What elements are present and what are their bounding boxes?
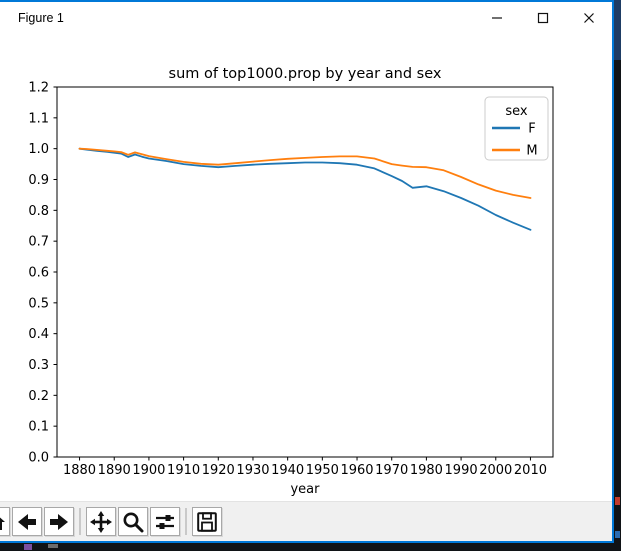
minimize-button[interactable]	[474, 2, 520, 34]
toolbar-forward-button[interactable]	[44, 507, 74, 536]
desktop-artifact	[615, 497, 620, 505]
y-tick-label: 0.4	[28, 327, 49, 342]
toolbar-back-button[interactable]	[12, 507, 42, 536]
y-tick-label: 1.0	[28, 142, 49, 157]
minimize-icon	[492, 17, 502, 19]
x-tick-label: 1900	[132, 463, 165, 478]
y-tick-label: 0.2	[28, 389, 49, 404]
home-icon	[0, 517, 5, 530]
desktop-artifact	[615, 531, 620, 538]
back-arrow-icon	[18, 513, 36, 530]
x-tick-label: 1990	[445, 463, 478, 478]
figure-window: Figure 1 sum of top1000.prop by year and…	[0, 0, 614, 543]
magnifier-icon	[123, 512, 144, 532]
close-icon	[584, 13, 594, 23]
toolbar-separator	[185, 508, 187, 535]
x-tick-label: 1950	[306, 463, 339, 478]
x-tick-label: 1960	[340, 463, 373, 478]
x-tick-label: 2010	[514, 463, 547, 478]
x-tick-label: 1920	[202, 463, 235, 478]
toolbar-pan-button[interactable]	[86, 507, 116, 536]
legend-title: sex	[505, 104, 528, 119]
floppy-disk-icon	[197, 511, 217, 532]
legend-label-M: M	[526, 144, 537, 159]
x-tick-label: 1930	[236, 463, 269, 478]
legend-label-F: F	[528, 122, 535, 137]
taskbar-artifact	[24, 544, 32, 550]
line-chart: sum of top1000.prop by year and sex year 1…	[28, 66, 554, 497]
y-tick-label: 0.7	[28, 235, 49, 250]
forward-arrow-icon	[50, 513, 68, 530]
y-tick-label: 0.9	[28, 173, 49, 188]
x-tick-label: 1880	[63, 463, 96, 478]
titlebar[interactable]: Figure 1	[0, 2, 612, 34]
toolbar-zoom-button[interactable]	[118, 507, 148, 536]
toolbar-subplots-button[interactable]	[150, 507, 180, 536]
x-axis-label: year	[290, 482, 320, 497]
series-line-F	[78, 147, 532, 231]
desktop-background	[612, 0, 621, 60]
figure-canvas[interactable]: sum of top1000.prop by year and sex year 1…	[0, 34, 612, 501]
y-tick-label: 0.6	[28, 266, 49, 281]
close-button[interactable]	[566, 2, 612, 34]
axes-frame	[56, 86, 554, 458]
taskbar-artifact	[48, 544, 58, 548]
x-tick-label: 1940	[271, 463, 304, 478]
maximize-button[interactable]	[520, 2, 566, 34]
x-tick-label: 1910	[167, 463, 200, 478]
x-tick-label: 1890	[98, 463, 131, 478]
x-tick-label: 1970	[375, 463, 408, 478]
toolbar-save-button[interactable]	[192, 507, 222, 536]
pan-arrows-icon	[90, 510, 112, 533]
y-tick-label: 0.5	[28, 296, 49, 311]
x-tick-label: 1980	[410, 463, 443, 478]
window-title: Figure 1	[18, 11, 64, 25]
y-tick-label: 1.1	[28, 111, 49, 126]
toolbar-separator	[79, 508, 81, 535]
toolbar-home-button[interactable]	[0, 507, 10, 536]
navigation-toolbar	[0, 501, 612, 541]
x-tick-label: 2000	[479, 463, 512, 478]
maximize-icon	[537, 12, 549, 24]
y-tick-label: 0.1	[28, 420, 49, 435]
y-tick-label: 0.3	[28, 358, 49, 373]
sliders-icon	[156, 514, 174, 529]
y-tick-label: 1.2	[28, 81, 49, 96]
chart-title: sum of top1000.prop by year and sex	[169, 66, 442, 82]
series-line-M	[78, 147, 532, 199]
y-tick-label: 0.8	[28, 204, 49, 219]
y-tick-label: 0.0	[28, 451, 49, 466]
